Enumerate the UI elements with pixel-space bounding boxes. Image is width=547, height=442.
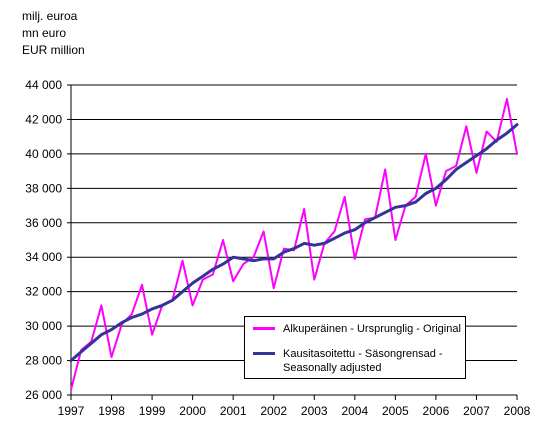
- x-tick-label: 2001: [220, 404, 247, 418]
- legend-swatch-adjusted: [253, 352, 275, 355]
- x-tick-label: 2000: [179, 404, 206, 418]
- y-tick-label: 34 000: [25, 250, 62, 264]
- y-tick-label: 42 000: [25, 112, 62, 126]
- y-tick-label: 26 000: [25, 388, 62, 402]
- x-tick-label: 2008: [504, 404, 531, 418]
- series-line-seasonally-adjusted: [69, 123, 519, 363]
- y-tick-label: 40 000: [25, 147, 62, 161]
- series-lines: [69, 97, 519, 391]
- unit-label-fi: milj. euroa: [22, 9, 78, 23]
- x-tick-label: 2003: [301, 404, 328, 418]
- y-tick-labels: 26 000 28 000 30 000 32 000 34 000 36 000 38 0…: [25, 78, 62, 402]
- x-tick-label: 2007: [463, 404, 490, 418]
- x-tick-label: 2006: [423, 404, 450, 418]
- legend-label-adjusted: Kausitasoitettu - Säsongrensad - Seasona…: [283, 348, 443, 374]
- x-tick-label: 2002: [260, 404, 287, 418]
- y-tick-label: 44 000: [25, 78, 62, 92]
- legend: Alkuperäinen - Ursprunglig - Original Ka…: [244, 316, 466, 379]
- x-tick-label: 2005: [382, 404, 409, 418]
- x-tick-label: 1999: [139, 404, 166, 418]
- axes: [67, 84, 518, 400]
- x-tick-label: 1997: [58, 404, 85, 418]
- legend-label-original: Alkuperäinen - Ursprunglig - Original: [283, 323, 461, 335]
- x-tick-label: 1998: [98, 404, 125, 418]
- y-tick-label: 38 000: [25, 181, 62, 195]
- y-tick-label: 36 000: [25, 216, 62, 230]
- y-tick-label: 32 000: [25, 285, 62, 299]
- legend-swatch-original: [253, 327, 275, 330]
- x-tick-label: 2004: [341, 404, 368, 418]
- unit-label-en: EUR million: [22, 43, 85, 57]
- x-tick-labels: 1997 1998 1999 2000 2001 2002 2003 2004 2005 2006…: [58, 404, 531, 418]
- unit-label-sv: mn euro: [22, 26, 67, 40]
- y-tick-label: 28 000: [25, 354, 62, 368]
- y-tick-label: 30 000: [25, 319, 62, 333]
